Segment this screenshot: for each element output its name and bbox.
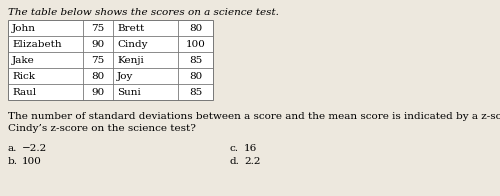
Text: Suni: Suni <box>117 87 141 96</box>
Text: 90: 90 <box>92 40 104 48</box>
Text: −2.2: −2.2 <box>22 144 47 153</box>
Text: Brett: Brett <box>117 24 144 33</box>
Text: c.: c. <box>230 144 239 153</box>
Text: a.: a. <box>8 144 18 153</box>
Text: 85: 85 <box>189 87 202 96</box>
Text: 2.2: 2.2 <box>244 157 260 166</box>
Text: The table below shows the scores on a science test.: The table below shows the scores on a sc… <box>8 8 279 17</box>
Text: 75: 75 <box>92 24 104 33</box>
Text: 80: 80 <box>189 72 202 81</box>
Text: Jake: Jake <box>12 55 35 64</box>
Text: 80: 80 <box>189 24 202 33</box>
Text: 16: 16 <box>244 144 257 153</box>
Text: 80: 80 <box>92 72 104 81</box>
Text: 90: 90 <box>92 87 104 96</box>
Text: 85: 85 <box>189 55 202 64</box>
Text: John: John <box>12 24 36 33</box>
Text: Kenji: Kenji <box>117 55 144 64</box>
Text: 100: 100 <box>186 40 206 48</box>
Text: Elizabeth: Elizabeth <box>12 40 62 48</box>
Text: Rick: Rick <box>12 72 35 81</box>
Text: Raul: Raul <box>12 87 36 96</box>
Text: 75: 75 <box>92 55 104 64</box>
Text: Cindy: Cindy <box>117 40 148 48</box>
Text: The number of standard deviations between a score and the mean score is indicate: The number of standard deviations betwee… <box>8 112 500 133</box>
Text: Joy: Joy <box>117 72 134 81</box>
Text: b.: b. <box>8 157 18 166</box>
Text: d.: d. <box>230 157 240 166</box>
Bar <box>8 20 213 100</box>
Text: 100: 100 <box>22 157 42 166</box>
